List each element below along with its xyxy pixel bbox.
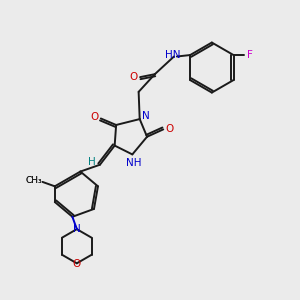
Text: O: O: [90, 112, 98, 122]
Text: CH₃: CH₃: [26, 176, 43, 185]
Text: O: O: [73, 259, 81, 269]
Text: F: F: [247, 50, 253, 60]
Text: NH: NH: [126, 158, 142, 168]
Text: HN: HN: [165, 50, 180, 60]
Text: H: H: [88, 157, 96, 167]
Text: N: N: [142, 111, 150, 121]
Text: N: N: [73, 224, 81, 234]
Text: O: O: [166, 124, 174, 134]
Text: CH₃: CH₃: [26, 176, 43, 185]
Text: O: O: [130, 72, 138, 82]
